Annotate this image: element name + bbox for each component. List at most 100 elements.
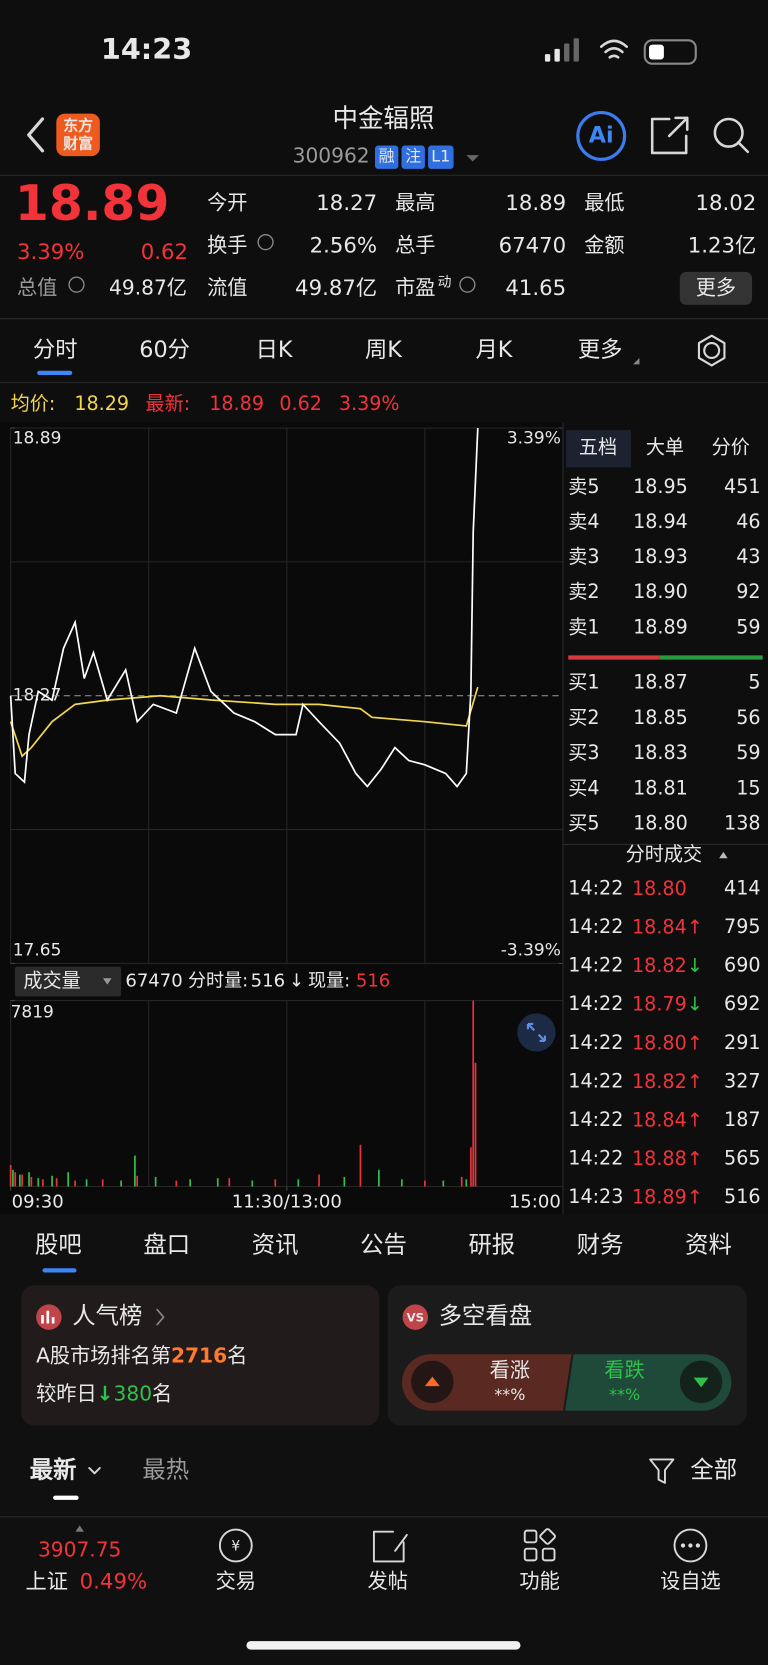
logo-text: 东方: [63, 116, 93, 134]
share-button[interactable]: [650, 116, 689, 155]
volume-bar: [251, 1180, 254, 1187]
trades-toggle[interactable]: [719, 851, 728, 859]
stat-label: 总值: [17, 275, 57, 299]
popularity-card[interactable]: [21, 1285, 380, 1426]
nav-item[interactable]: 发帖: [368, 1569, 408, 1593]
book-volume: 5: [748, 670, 760, 693]
book-label: 买3: [568, 741, 599, 764]
info-icon[interactable]: [68, 276, 85, 293]
filter-all[interactable]: 全部: [690, 1456, 737, 1484]
y2-tick-label: -3.39%: [501, 941, 561, 961]
sentiment-icon: [402, 1304, 429, 1330]
trade-icon[interactable]: [218, 1528, 253, 1563]
trade-price: 18.84↑: [632, 1108, 703, 1131]
section-tab[interactable]: 财务: [577, 1230, 624, 1258]
nav-item[interactable]: 功能: [519, 1569, 559, 1593]
change-pct: 3.39%: [17, 240, 84, 265]
watchlist-icon[interactable]: [673, 1528, 708, 1563]
section-tab[interactable]: 股吧: [35, 1230, 82, 1258]
tab-indicator: [42, 1268, 77, 1273]
trade-volume: 690: [724, 954, 760, 977]
nav-item[interactable]: 交易: [216, 1569, 256, 1593]
trade-arrow: ↑: [687, 1069, 703, 1092]
function-icon[interactable]: [523, 1528, 556, 1562]
trade-arrow: ↑: [687, 1146, 703, 1169]
volume-bar: [42, 1179, 44, 1187]
book-tab[interactable]: 分价: [712, 436, 750, 459]
sort-dropdown[interactable]: [88, 1467, 101, 1475]
section-tab[interactable]: 资料: [685, 1230, 732, 1258]
volume-bar: [472, 1000, 475, 1187]
bear-arrow: [693, 1377, 709, 1388]
stat-label-sup: 动: [438, 275, 452, 291]
book-price: 18.95: [633, 475, 688, 498]
badge-text: L1: [431, 147, 450, 166]
watchlist-dots: [680, 1543, 701, 1548]
trade-time: 14:22: [568, 954, 623, 977]
nav-item[interactable]: 设自选: [660, 1569, 721, 1593]
index-toggle[interactable]: [75, 1525, 84, 1532]
volume-selector[interactable]: [14, 966, 122, 997]
chart-tab[interactable]: 日K: [256, 337, 294, 363]
volume-bar: [343, 1176, 346, 1187]
ai-button[interactable]: [576, 111, 627, 161]
sort-hot[interactable]: 最热: [142, 1456, 189, 1484]
back-button[interactable]: [27, 117, 45, 153]
latest-change: 0.62: [279, 392, 322, 415]
chart-tab[interactable]: 更多: [578, 337, 623, 363]
chart-tab[interactable]: 月K: [475, 337, 513, 363]
volume-bar: [37, 1178, 40, 1187]
badge-text: 融: [379, 147, 395, 166]
info-icon[interactable]: [257, 234, 274, 251]
sort-latest[interactable]: 最新: [30, 1456, 77, 1484]
stat-label: 金额: [584, 233, 624, 257]
current-volume-label: 现量:: [308, 970, 350, 991]
rank-change-line: 较昨日↓380名: [36, 1381, 172, 1405]
y-tick-label: 17.65: [13, 941, 62, 961]
badge: [428, 145, 454, 169]
avg-label: 均价:: [11, 392, 56, 415]
trade-price: 18.82↑: [632, 1069, 703, 1092]
home-indicator: [246, 1641, 521, 1650]
search-button[interactable]: [713, 117, 744, 148]
ask-bid-bar: [659, 655, 763, 660]
trade-icon-glyph: ¥: [231, 1539, 240, 1555]
volume-bar: [67, 1172, 70, 1187]
book-tab[interactable]: 大单: [646, 436, 684, 459]
stock-name: 中金辐照: [333, 104, 435, 134]
volume-bar: [136, 1175, 139, 1187]
book-label: 卖1: [568, 615, 599, 638]
y-tick-label: 18.89: [13, 429, 62, 449]
more-button[interactable]: [679, 271, 753, 305]
volume-bar: [134, 1155, 136, 1187]
section-tab[interactable]: 研报: [468, 1230, 515, 1258]
info-icon[interactable]: [459, 276, 476, 293]
post-icon[interactable]: [372, 1530, 408, 1563]
volume-bar: [216, 1178, 219, 1187]
section-tab[interactable]: 公告: [360, 1230, 407, 1258]
settings-button[interactable]: [703, 342, 721, 360]
trade-time: 14:22: [568, 1069, 623, 1092]
dropdown-arrow[interactable]: [466, 155, 480, 162]
avg-line: [9, 686, 479, 758]
section-tab[interactable]: 盘口: [143, 1230, 190, 1258]
battery: [643, 39, 697, 65]
chart-tab[interactable]: 分时: [33, 337, 78, 363]
chart-tab[interactable]: 60分: [139, 337, 190, 363]
book-tab[interactable]: 五档: [579, 436, 617, 459]
stat-value: 18.02: [696, 191, 757, 216]
book-price: 18.87: [633, 670, 688, 693]
trade-arrow: ↑: [687, 915, 703, 938]
section-tab[interactable]: 资讯: [252, 1230, 299, 1258]
trade-volume: 291: [724, 1031, 760, 1054]
filter-icon[interactable]: [649, 1458, 675, 1484]
expand-button[interactable]: [517, 1013, 556, 1052]
chart-tabs: 分时 60分 日K 周K 月K 更多: [33, 337, 623, 375]
chart-tab[interactable]: 周K: [365, 337, 403, 363]
trade-price: 18.89↑: [632, 1185, 703, 1208]
change-prefix: 较昨日: [36, 1381, 97, 1405]
volume-bar: [85, 1179, 88, 1187]
